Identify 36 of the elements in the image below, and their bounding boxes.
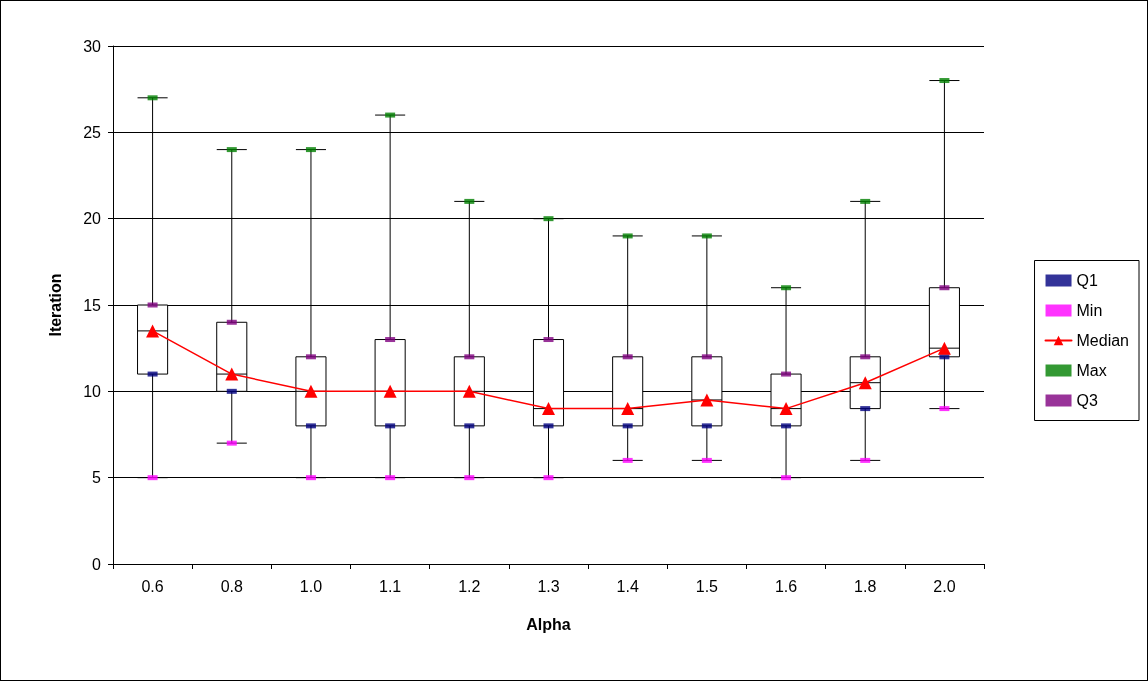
point [146, 324, 160, 338]
y-tick-label: 30 [83, 37, 102, 55]
x-tick-label: 1.3 [537, 577, 560, 595]
y-axis-title: Iteration [46, 273, 64, 337]
point [462, 384, 476, 398]
x-tick-label: 0.8 [220, 577, 243, 595]
legend-label: Median [1076, 332, 1130, 349]
y-tick-label: 0 [92, 555, 102, 573]
point [542, 402, 555, 416]
legend-label: Q3 [1076, 392, 1098, 409]
x-tick-label: 1.0 [299, 577, 323, 595]
point [621, 402, 635, 416]
legend-label: Min [1076, 302, 1103, 319]
x-tick-label: 1.4 [616, 577, 639, 595]
point [700, 393, 714, 407]
x-tick-label: 0.6 [141, 577, 164, 595]
y-tick-label: 10 [83, 382, 102, 400]
x-tick-label: 2.0 [933, 577, 956, 595]
legend-label: Q1 [1076, 272, 1098, 289]
y-tick-label: 25 [83, 123, 102, 141]
x-tick-label: 1.5 [695, 577, 719, 595]
point [779, 402, 793, 416]
y-tick-label: 20 [83, 210, 102, 228]
x-tick-label: 1.2 [458, 577, 481, 595]
x-tick-label: 1.8 [854, 577, 877, 595]
point [225, 367, 239, 381]
x-tick-label: 1.6 [774, 577, 798, 595]
point [304, 384, 318, 398]
point [937, 341, 951, 355]
point [383, 384, 397, 398]
legend-label: Max [1076, 362, 1107, 379]
y-tick-label: 15 [83, 296, 102, 314]
x-tick-label: 1.1 [379, 577, 402, 595]
x-axis-title: Alpha [526, 615, 571, 633]
point [858, 376, 872, 390]
y-tick-label: 5 [92, 469, 102, 487]
